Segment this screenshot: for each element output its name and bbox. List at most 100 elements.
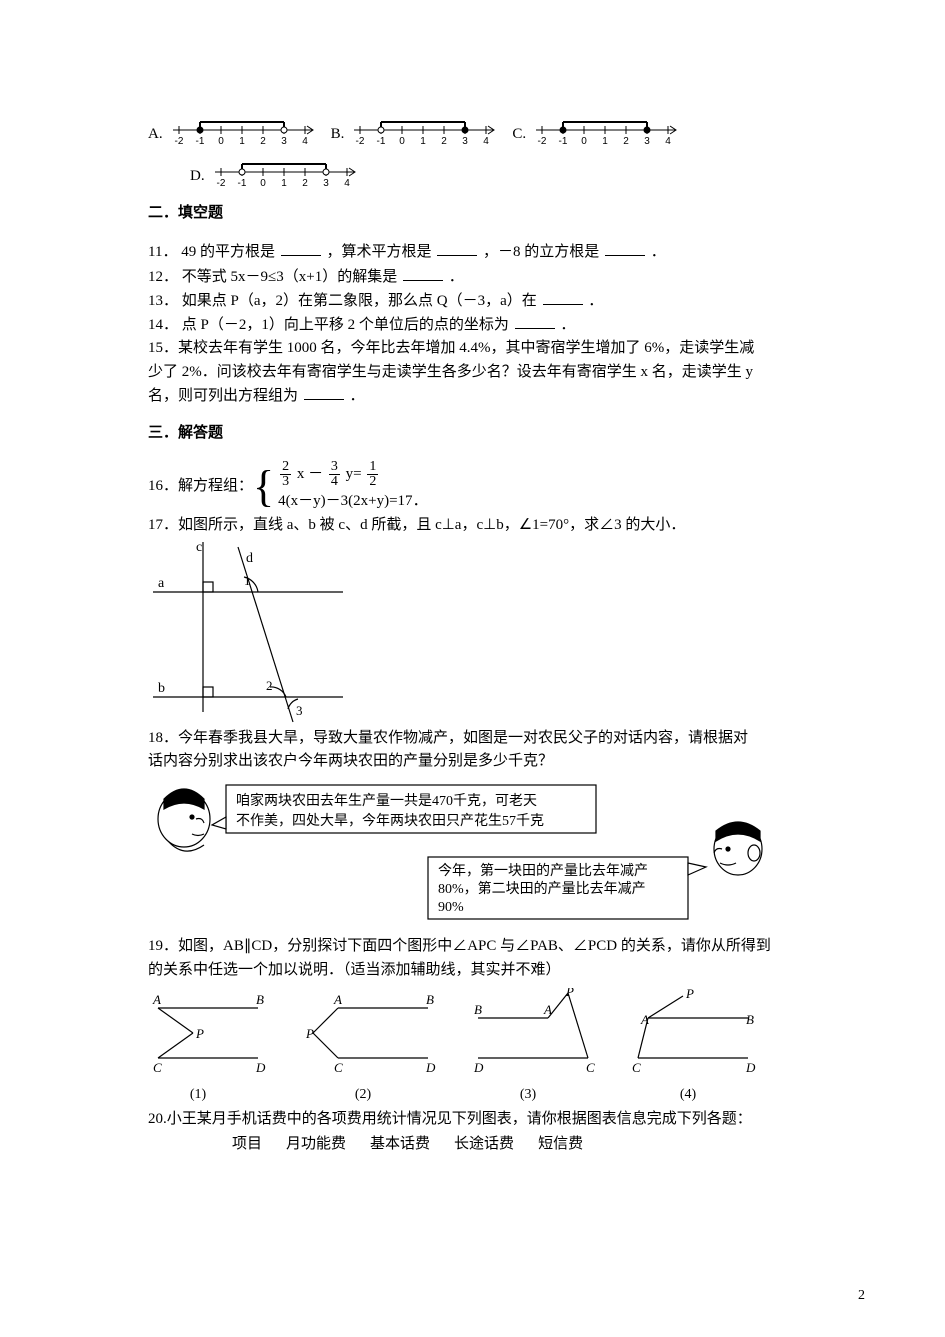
- svg-text:D: D: [745, 1060, 756, 1075]
- bubble1-l1: 咱家两块农田去年生产量一共是470千克，可老天: [236, 792, 537, 809]
- numberline-d: -2-101234: [209, 152, 359, 188]
- q12-no: 12．: [148, 269, 178, 285]
- svg-text:4: 4: [302, 136, 308, 146]
- svg-text:1: 1: [602, 136, 608, 146]
- q18-t1: 今年春季我县大旱，导致大量农作物减产，如图是一对农民父子的对话内容，请根据对: [178, 730, 748, 746]
- svg-text:4: 4: [344, 178, 350, 188]
- q13-blank[interactable]: [543, 289, 583, 305]
- q18-no: 18．: [148, 730, 178, 746]
- page-number: 2: [858, 1285, 865, 1307]
- svg-text:B: B: [256, 992, 264, 1007]
- svg-text:1: 1: [239, 136, 245, 146]
- q20: 20.小王某月手机话费中的各项费用统计情况见下列图表，请你根据图表信息完成下列各…: [148, 1108, 813, 1131]
- svg-text:-1: -1: [237, 178, 246, 188]
- q18-dialog-svg: 咱家两块农田去年生产量一共是470千克，可老天 不作美，四处大旱，今年两块农田只…: [148, 779, 788, 929]
- svg-text:1: 1: [281, 178, 287, 188]
- numberline-options-row2: D. -2-101234: [148, 152, 813, 188]
- svg-text:D: D: [473, 1060, 484, 1075]
- q15-no: 15．: [148, 340, 178, 356]
- bubble1-l2: 不作美，四处大旱，今年两块农田只产花生57千克: [236, 813, 544, 829]
- svg-text:A: A: [640, 1012, 649, 1027]
- q11-t1: 49 的平方根是: [181, 244, 275, 260]
- th-long: 长途话费: [454, 1133, 538, 1156]
- q20-no: 20.: [148, 1111, 167, 1127]
- q14-no: 14．: [148, 317, 178, 333]
- q16-system: 23 x － 34 y= 12 4(x－y)－3(2x+y)=17: [278, 460, 412, 513]
- svg-text:A: A: [543, 1002, 552, 1017]
- section-2-title: 二．填空题: [148, 202, 813, 225]
- svg-text:D: D: [425, 1060, 436, 1075]
- svg-text:P: P: [195, 1026, 204, 1041]
- exam-page: A. -2-101234 B. -2-101234 C. -2-101234 D…: [148, 110, 813, 1156]
- numberline-b: -2-101234: [348, 110, 498, 146]
- q11-t3: ，－8 的立方根是: [483, 244, 599, 260]
- q15-blank[interactable]: [304, 384, 344, 400]
- q14-blank[interactable]: [515, 313, 555, 329]
- frac-d: 4: [329, 475, 340, 489]
- lbl-a: a: [158, 576, 165, 591]
- svg-text:C: C: [632, 1060, 641, 1075]
- svg-text:0: 0: [400, 136, 406, 146]
- option-a-label: A.: [148, 123, 163, 146]
- svg-text:2: 2: [260, 136, 266, 146]
- frac-d: 2: [367, 475, 378, 489]
- q15-t3b: ．: [350, 388, 365, 404]
- lbl-3: 3: [296, 703, 303, 718]
- svg-text:0: 0: [581, 136, 587, 146]
- q17-no: 17．: [148, 517, 178, 533]
- section-3-title: 三．解答题: [148, 422, 813, 445]
- q17-figure: a b c d 1 2 3: [148, 537, 813, 727]
- q18-l1: 18．今年春季我县大旱，导致大量农作物减产，如图是一对农民父子的对话内容，请根据…: [148, 727, 813, 750]
- q11-blank1[interactable]: [281, 240, 321, 256]
- q18-l2: 话内容分别求出该农户今年两块农田的产量分别是多少千克？: [148, 750, 813, 773]
- q15-t1: 某校去年有学生 1000 名，今年比去年增加 4.4%，其中寄宿学生增加了 6%…: [178, 340, 754, 356]
- q16: 16． 解方程组： { 23 x － 34 y= 12 4(x－y)－3(2x+…: [148, 460, 813, 513]
- q16-tail: ．: [413, 490, 428, 513]
- q14-t2: ．: [560, 317, 575, 333]
- th-basic: 基本话费: [370, 1133, 454, 1156]
- svg-text:-2: -2: [174, 136, 183, 146]
- frac-d: 3: [280, 475, 291, 489]
- svg-text:4: 4: [484, 136, 490, 146]
- frac-n: 1: [367, 460, 378, 475]
- option-b-label: B.: [331, 123, 345, 146]
- option-d-label: D.: [190, 165, 205, 188]
- q19-sub3: (3): [520, 1087, 537, 1102]
- table-row: 项目 月功能费 基本话费 长途话费 短信费: [148, 1133, 607, 1156]
- svg-text:-2: -2: [538, 136, 547, 146]
- q19-sub1: (1): [190, 1087, 207, 1102]
- lbl-d: d: [246, 551, 253, 566]
- svg-text:P: P: [305, 1026, 314, 1041]
- svg-text:-1: -1: [195, 136, 204, 146]
- q11-blank2[interactable]: [437, 240, 477, 256]
- q17-svg: a b c d 1 2 3: [148, 537, 348, 727]
- q12: 12． 不等式 5x－9≤3（x+1）的解集是 ．: [148, 265, 813, 289]
- q11-blank3[interactable]: [605, 240, 645, 256]
- svg-text:2: 2: [302, 178, 308, 188]
- svg-text:D: D: [255, 1060, 266, 1075]
- svg-text:C: C: [334, 1060, 343, 1075]
- eq1-mid: x －: [297, 466, 327, 482]
- svg-text:A: A: [333, 992, 342, 1007]
- q18-dialog: 咱家两块农田去年生产量一共是470千克，可老天 不作美，四处大旱，今年两块农田只…: [148, 779, 813, 929]
- svg-text:2: 2: [442, 136, 448, 146]
- svg-text:C: C: [586, 1060, 595, 1075]
- q20-table: 项目 月功能费 基本话费 长途话费 短信费: [148, 1133, 607, 1156]
- svg-text:B: B: [474, 1002, 482, 1017]
- svg-text:B: B: [746, 1012, 754, 1027]
- svg-text:B: B: [426, 992, 434, 1007]
- q19-sub2: (2): [355, 1087, 372, 1102]
- svg-text:P: P: [565, 988, 574, 999]
- q16-no: 16．: [148, 475, 178, 498]
- q12-t2: ．: [449, 269, 464, 285]
- th-item: 项目: [232, 1133, 286, 1156]
- eq1-mid2: y=: [346, 466, 362, 482]
- q16-eq2: 4(x－y)－3(2x+y)=17: [278, 493, 412, 509]
- svg-text:-1: -1: [377, 136, 386, 146]
- numberline-a: -2-101234: [167, 110, 317, 146]
- q16-lead: 解方程组：: [178, 475, 253, 498]
- lbl-2: 2: [266, 678, 273, 693]
- q11-t4: ．: [651, 244, 666, 260]
- q12-blank[interactable]: [403, 265, 443, 281]
- q15-l3: 名，则可列出方程组为 ．: [148, 384, 813, 408]
